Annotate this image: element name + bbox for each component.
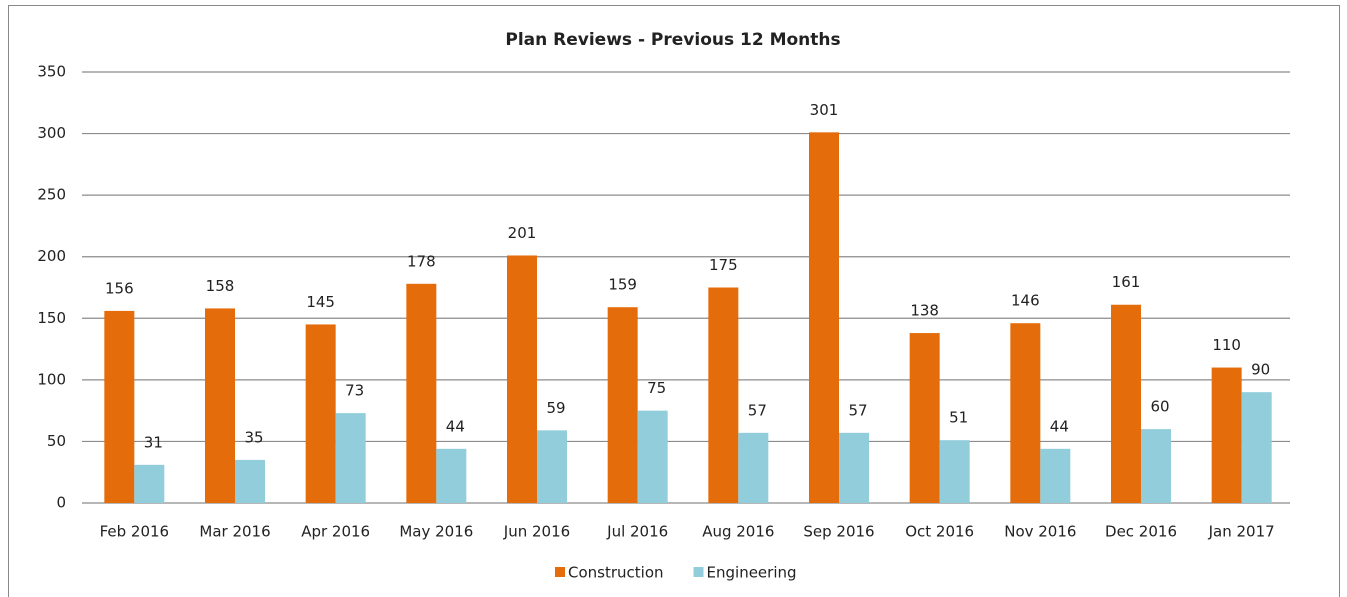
bar (909, 333, 940, 503)
bar (436, 448, 467, 503)
bar (134, 464, 165, 503)
x-tick-label: Dec 2016 (1105, 523, 1177, 541)
data-label: 31 (144, 433, 163, 451)
bar (235, 459, 265, 503)
bar (839, 432, 869, 503)
data-label: 44 (446, 417, 465, 435)
y-tick-label: 250 (37, 186, 66, 204)
y-tick-label: 350 (37, 63, 66, 81)
x-tick-label: May 2016 (399, 523, 473, 541)
bar (607, 307, 638, 503)
x-tick-label: Jun 2016 (503, 523, 570, 541)
data-label: 138 (910, 302, 939, 320)
data-label: 158 (206, 277, 235, 295)
data-label: 301 (810, 101, 839, 119)
legend-label: Engineering (707, 564, 797, 582)
bar (939, 440, 970, 503)
bar (1211, 367, 1242, 503)
data-label: 60 (1150, 398, 1169, 416)
chart-border (8, 5, 1340, 597)
bar (1111, 304, 1141, 503)
data-label: 145 (306, 293, 335, 311)
bar (406, 283, 437, 503)
x-tick-label: Feb 2016 (100, 523, 170, 541)
data-label: 57 (848, 401, 867, 419)
y-tick-label: 0 (56, 494, 66, 512)
bar (1141, 429, 1171, 503)
data-label: 146 (1011, 292, 1040, 310)
legend-swatch (693, 567, 704, 577)
bar (205, 308, 235, 503)
x-tick-label: Sep 2016 (803, 523, 874, 541)
bar (809, 132, 839, 503)
y-tick-label: 100 (37, 370, 66, 388)
legend-label: Construction (568, 564, 664, 582)
bar (708, 287, 739, 503)
data-label: 51 (949, 409, 968, 427)
bar (1010, 323, 1041, 503)
bar (507, 255, 537, 503)
chart-title: Plan Reviews - Previous 12 Months (505, 30, 840, 50)
bar (305, 324, 336, 503)
bar (104, 310, 135, 503)
data-label: 161 (1112, 273, 1141, 291)
data-label: 110 (1212, 336, 1241, 354)
data-label: 57 (748, 401, 767, 419)
bar (1040, 448, 1071, 503)
data-label: 175 (709, 256, 738, 274)
data-label: 90 (1251, 361, 1270, 379)
bar (637, 410, 668, 503)
x-tick-label: Nov 2016 (1004, 523, 1076, 541)
bar (335, 413, 366, 503)
data-label: 44 (1050, 417, 1069, 435)
data-label: 159 (608, 276, 637, 294)
data-label: 201 (508, 224, 537, 242)
x-tick-label: Oct 2016 (905, 523, 974, 541)
data-label: 35 (244, 428, 263, 446)
data-label: 156 (105, 279, 134, 297)
bar (1241, 392, 1272, 503)
y-tick-label: 200 (37, 247, 66, 265)
x-tick-label: Apr 2016 (301, 523, 370, 541)
data-label: 73 (345, 382, 364, 400)
y-tick-label: 150 (37, 309, 66, 327)
x-tick-label: Aug 2016 (702, 523, 774, 541)
y-tick-label: 300 (37, 124, 66, 142)
x-tick-label: Jul 2016 (606, 523, 668, 541)
x-tick-label: Mar 2016 (199, 523, 270, 541)
bar (738, 432, 769, 503)
legend-swatch (555, 567, 565, 577)
data-label: 59 (546, 399, 565, 417)
data-label: 178 (407, 252, 436, 270)
x-tick-label: Jan 2017 (1208, 523, 1275, 541)
data-label: 75 (647, 379, 666, 397)
bar (537, 430, 567, 503)
y-tick-label: 50 (47, 432, 66, 450)
